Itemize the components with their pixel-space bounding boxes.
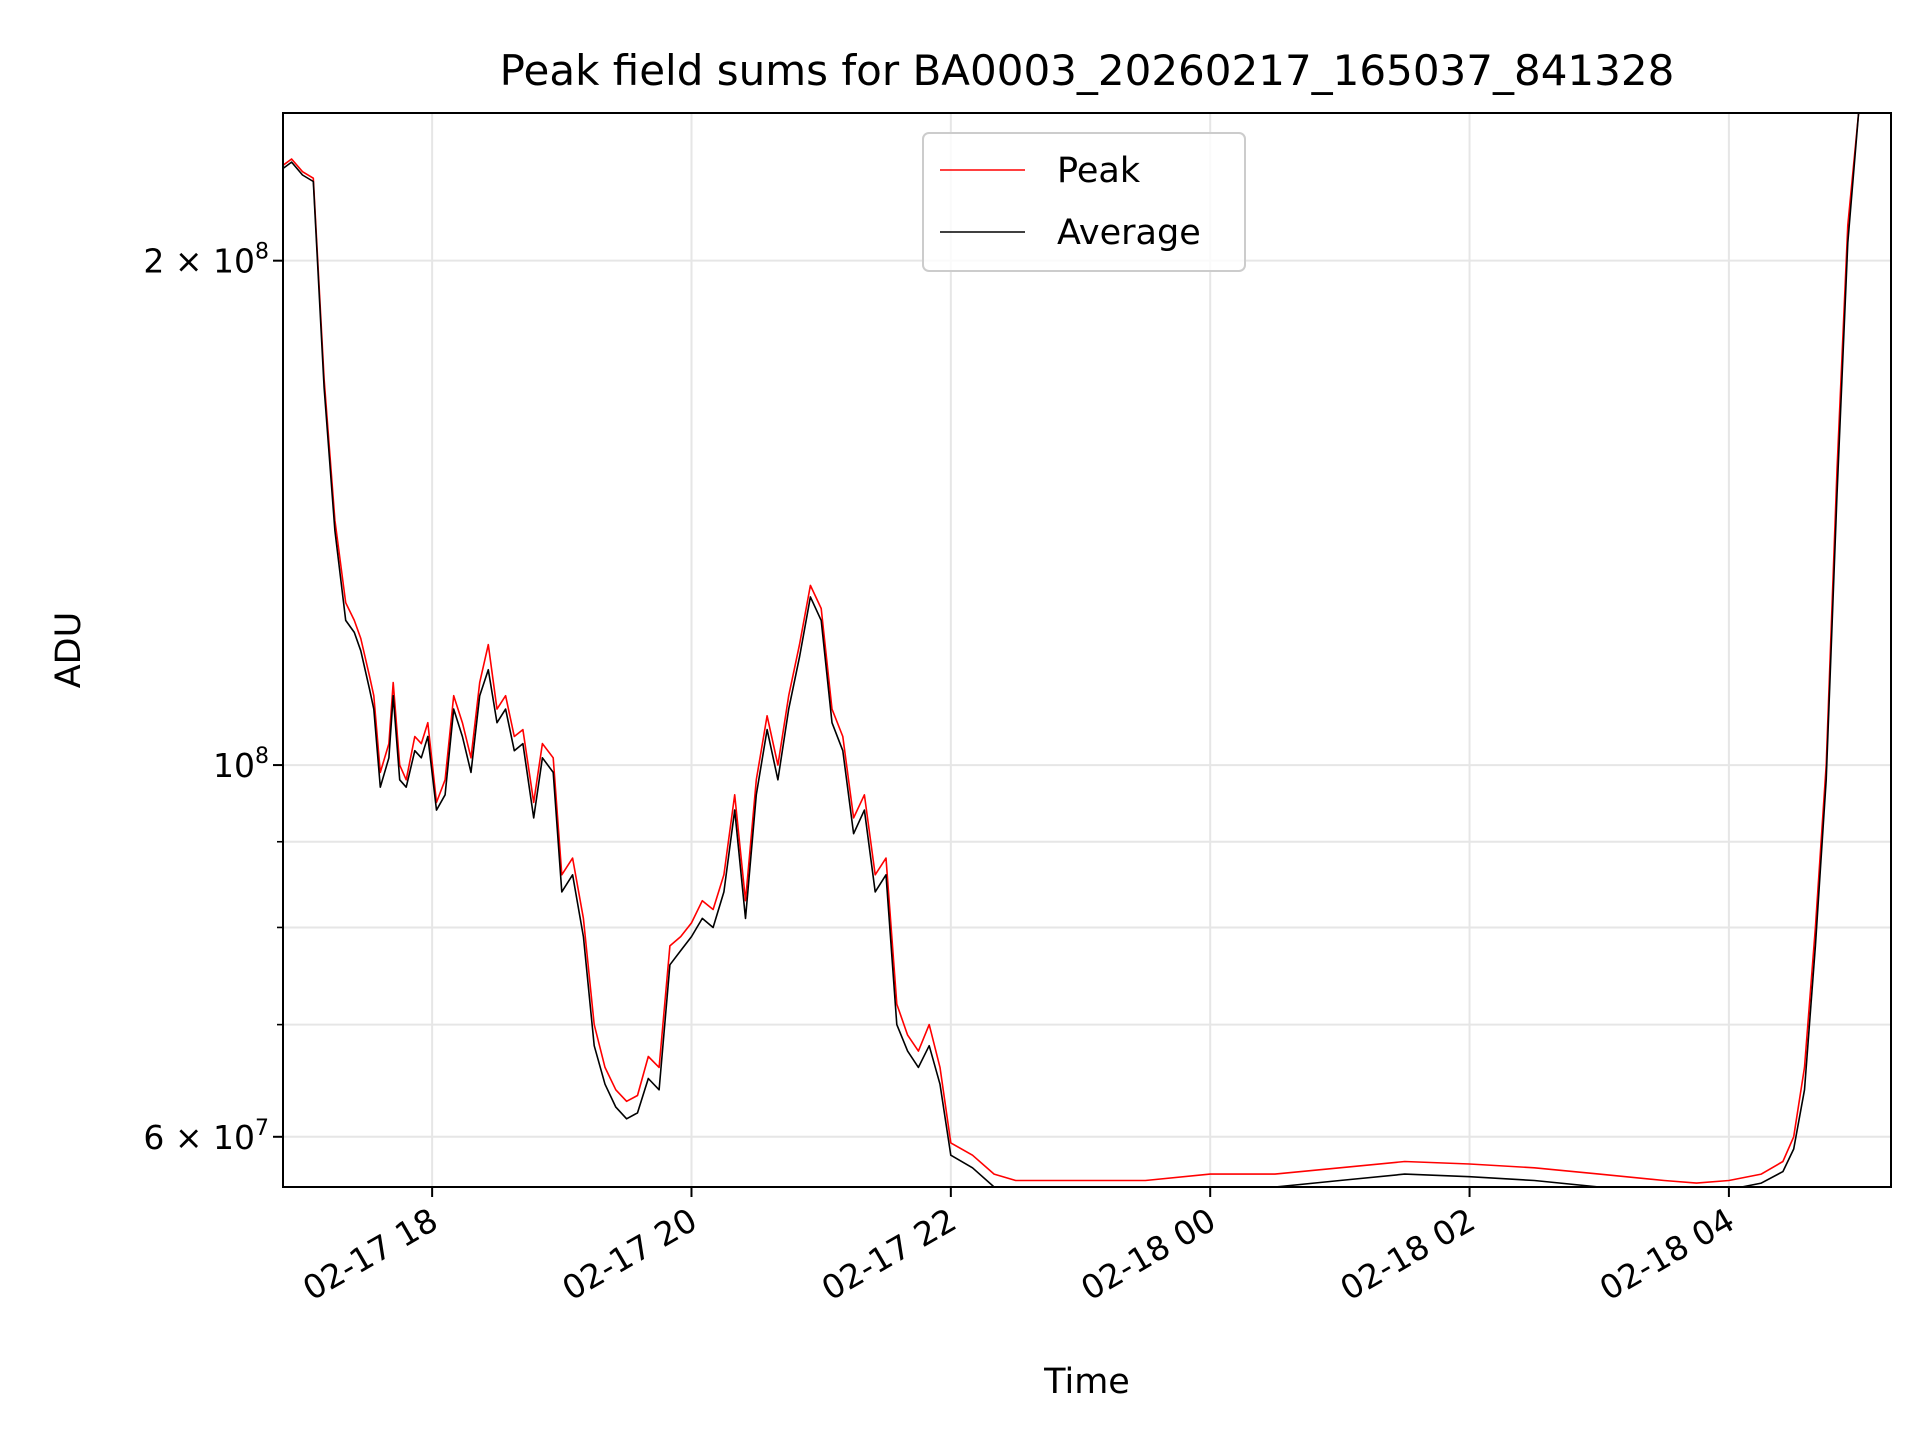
legend-label-average: Average [1057,213,1201,253]
series-line-average [283,113,1891,1187]
legend: Peak Average [922,132,1246,272]
y-tick-label: 6 × 107 [143,1116,269,1157]
legend-box [922,132,1246,272]
grid [283,113,1891,1187]
series-line-peak [283,113,1891,1184]
legend-label-peak: Peak [1057,151,1141,191]
x-axis-title: Time [1043,1362,1130,1402]
chart-title: Peak field sums for BA0003_20260217_1650… [500,46,1675,95]
y-axis-title: ADU [49,612,89,689]
y-tick-label: 2 × 108 [143,240,269,281]
plot-series [283,113,1891,1187]
plot-frame [282,112,1892,1188]
